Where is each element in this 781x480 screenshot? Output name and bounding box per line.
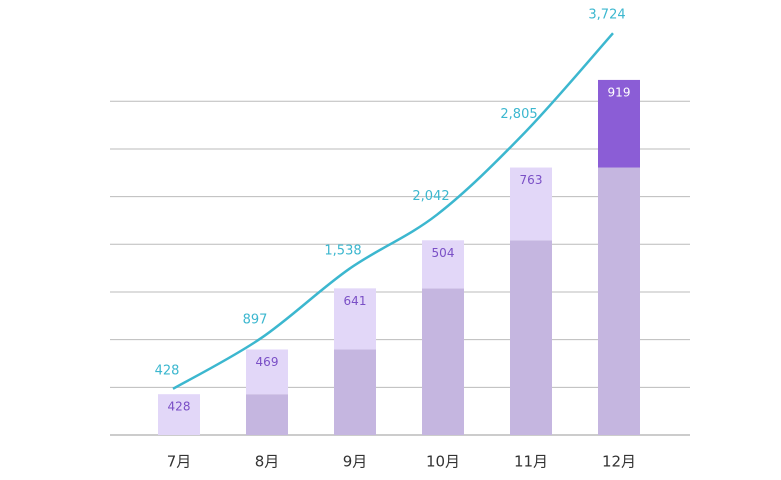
x-tick-label: 12月: [602, 453, 636, 471]
line-value-label: 897: [243, 313, 268, 328]
line-value-label: 1,538: [324, 244, 361, 259]
line: [172, 32, 614, 390]
line-value-label: 2,805: [500, 107, 537, 122]
bar-value-label: 641: [344, 294, 367, 308]
bar-value-label: 919: [608, 85, 631, 99]
line-value-label: 428: [155, 363, 180, 378]
bar-value-label: 428: [168, 400, 191, 414]
bar-segment: [246, 349, 288, 395]
x-tick-label: 10月: [426, 453, 460, 471]
bar-segment: [158, 394, 200, 435]
x-tick-label: 7月: [167, 453, 192, 471]
bar-segment: [598, 167, 640, 435]
bar-value-label: 504: [432, 246, 455, 260]
bar-segment: [246, 394, 288, 435]
bar-segment: [510, 167, 552, 241]
line-value-label: 3,724: [588, 8, 625, 23]
bar-value-label: 469: [256, 355, 279, 369]
x-tick-label: 11月: [514, 453, 548, 471]
bar-segment: [598, 79, 640, 168]
x-tick-label: 8月: [255, 453, 280, 471]
bar-segment: [334, 288, 376, 350]
bar-segment: [334, 349, 376, 435]
x-tick-label: 9月: [343, 453, 368, 471]
line-value-label: 2,042: [412, 189, 449, 204]
bar-segment: [422, 240, 464, 289]
bar-segment: [422, 288, 464, 435]
bar-segment: [510, 240, 552, 435]
bar-value-label: 763: [520, 173, 543, 187]
